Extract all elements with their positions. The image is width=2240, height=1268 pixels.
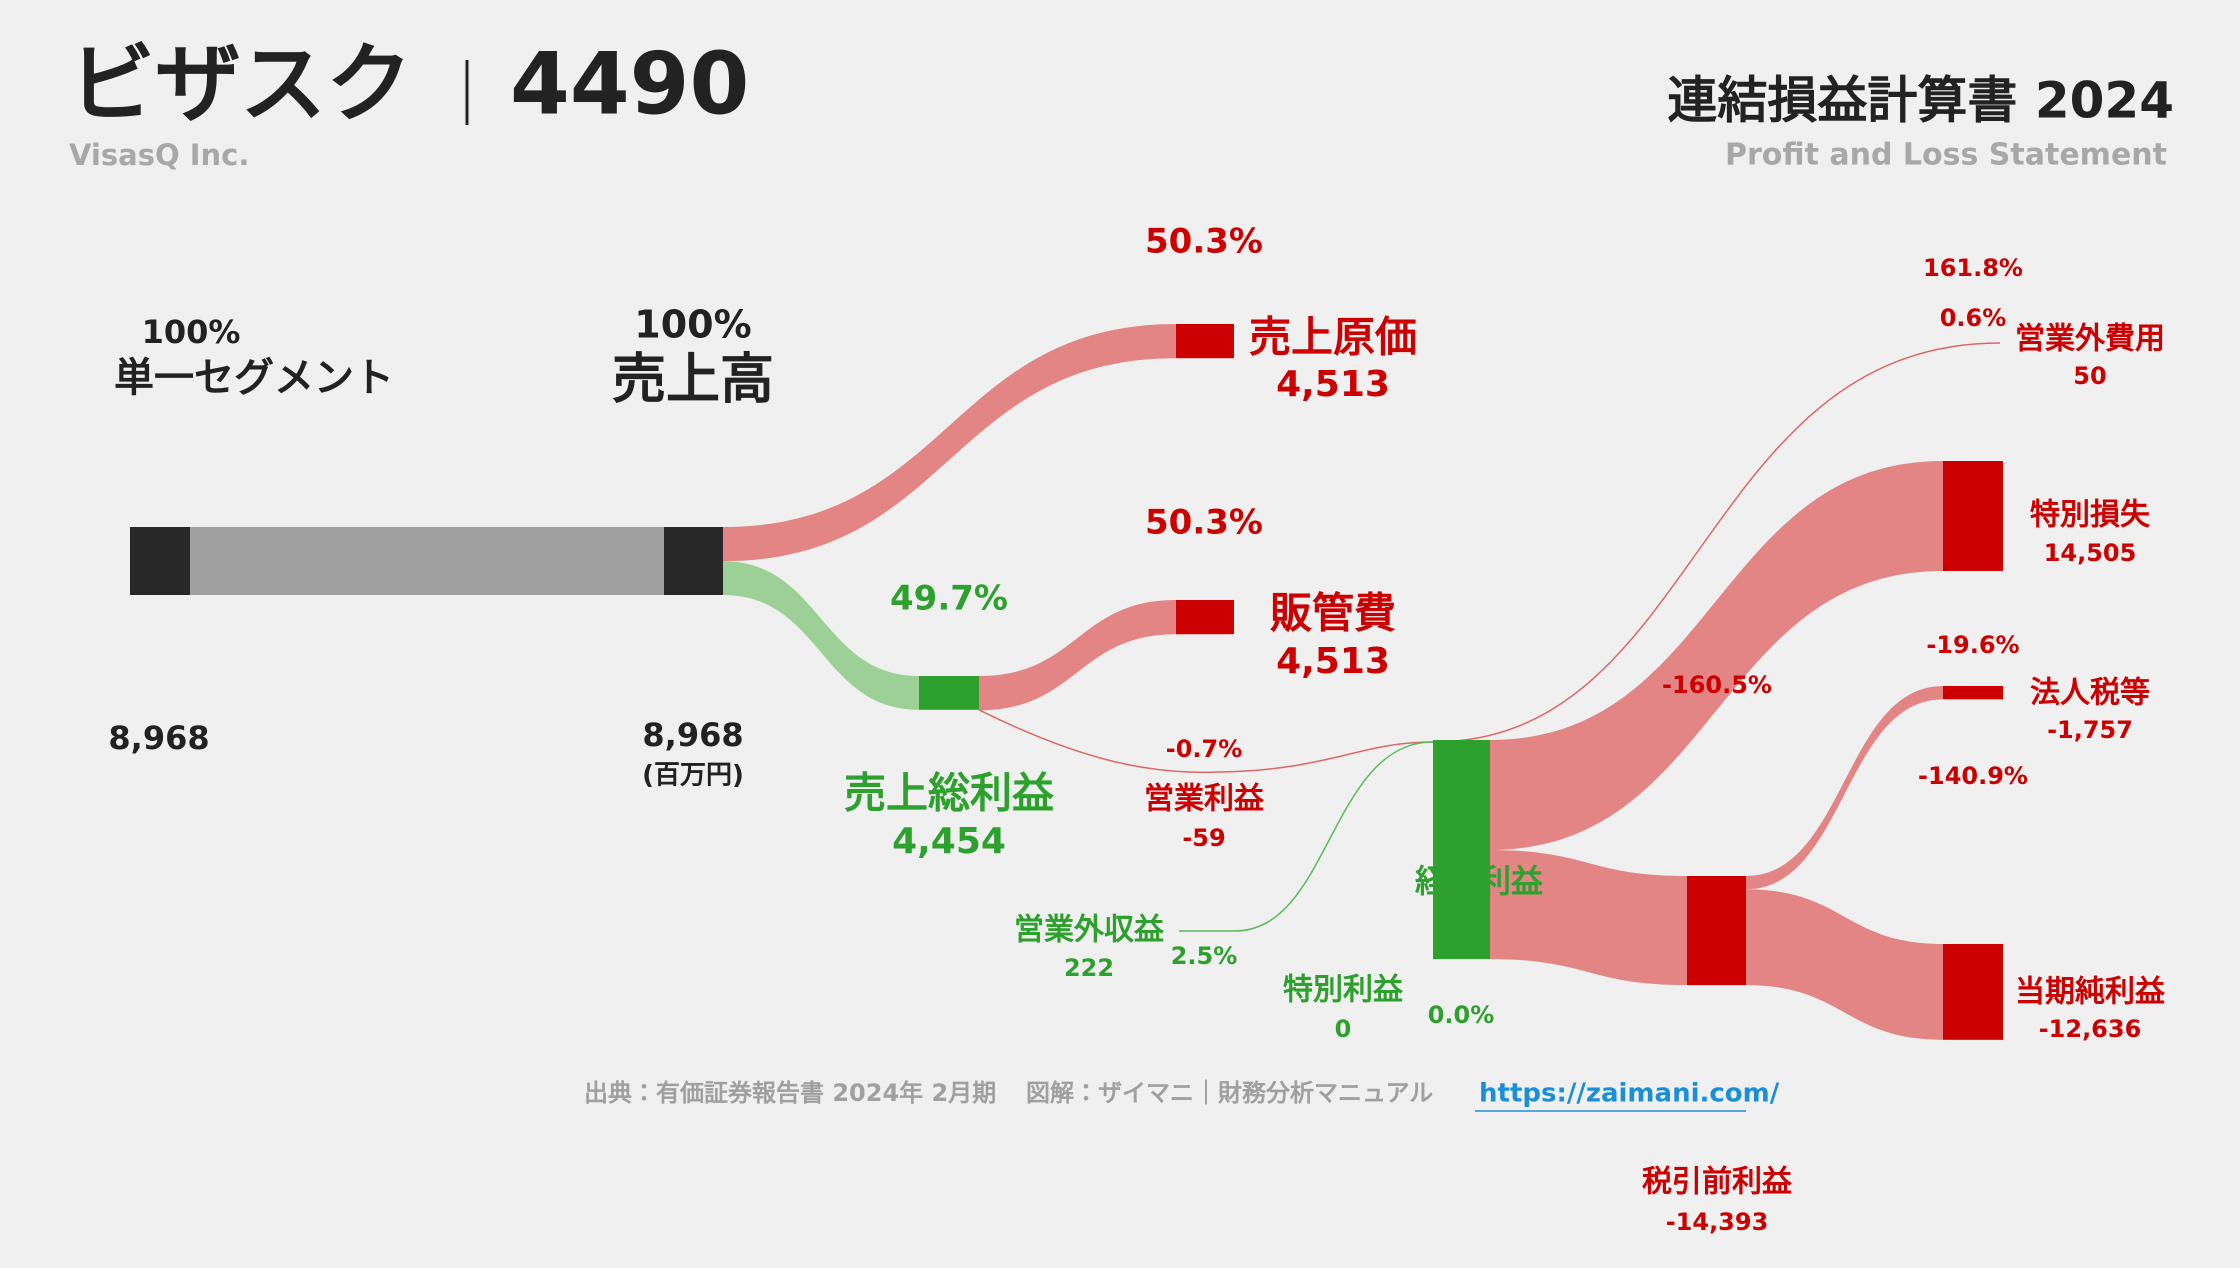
statement-title: 連結損益計算書 2024 — [1667, 72, 2174, 130]
node-value: -12,636 — [2039, 1015, 2142, 1043]
node-value: 222 — [1064, 954, 1114, 982]
node-name: 税引前利益 — [1642, 1165, 1793, 1200]
credit: 図解：ザイマニ｜財務分析マニュアル — [1026, 1079, 1433, 1107]
node-name: 単一セグメント — [114, 355, 394, 401]
source: 出典：有価証券報告書 2024年 2月期 — [584, 1079, 996, 1107]
node — [1687, 876, 1746, 986]
node-share: -140.9% — [1918, 762, 2028, 790]
node-name: 営業利益 — [1144, 782, 1265, 817]
node-share: 0.6% — [1940, 304, 2007, 332]
ordinary-profit-node — [1433, 740, 1490, 960]
node-name: 特別利益 — [1283, 973, 1404, 1008]
node-share: 2.5% — [1171, 942, 1238, 970]
flow — [1746, 686, 1943, 890]
thin-flow — [1432, 342, 2001, 743]
unit: (百万円) — [642, 761, 744, 791]
company-en: VisasQ Inc. — [69, 138, 249, 172]
node-share: -160.5% — [1662, 671, 1772, 699]
sales-node — [664, 527, 723, 595]
node — [1176, 324, 1234, 359]
thin-flow — [978, 709, 1434, 774]
statement-subtitle: Profit and Loss Statement — [1725, 138, 2167, 173]
node-value: 4,513 — [1276, 641, 1390, 682]
node-value: 0 — [1335, 1015, 1352, 1043]
node-share: 100% — [142, 313, 241, 351]
node-share: -0.7% — [1166, 735, 1243, 763]
node-name: 売上原価 — [1249, 313, 1417, 362]
node-share: 50.3% — [1145, 222, 1263, 262]
node-name: 販管費 — [1270, 589, 1396, 638]
node-value: 8,968 — [642, 716, 743, 754]
node-name: 特別損失 — [2030, 498, 2151, 533]
node-name: 営業外収益 — [1014, 913, 1165, 948]
node-value: 4,454 — [892, 821, 1006, 862]
url[interactable]: https://zaimani.com/ — [1479, 1079, 1780, 1109]
node-value: -14,393 — [1666, 1208, 1769, 1236]
node-name: 法人税等 — [2030, 676, 2150, 711]
node-value: 14,505 — [2044, 539, 2137, 567]
node-name: 売上高 — [612, 348, 774, 411]
node-name: 営業外費用 — [2015, 322, 2165, 357]
stock-code: 4490 — [510, 34, 749, 134]
company-name: ビザスク — [69, 34, 412, 134]
node-share: 50.3% — [1145, 503, 1263, 543]
node-value: -59 — [1182, 824, 1225, 852]
node-share: -19.6% — [1926, 631, 2019, 659]
node — [919, 676, 979, 710]
node-value: 50 — [2073, 362, 2106, 390]
flow — [1490, 461, 1943, 850]
node-share: 161.8% — [1923, 254, 2023, 282]
node-value: -1,757 — [2047, 716, 2133, 744]
node-share: 100% — [634, 303, 751, 347]
node — [1943, 686, 2003, 700]
flow — [723, 561, 919, 710]
node-name: 当期純利益 — [2015, 975, 2166, 1010]
node-value: 8,968 — [108, 719, 209, 757]
node-name: 売上総利益 — [844, 769, 1054, 818]
flow — [979, 600, 1176, 711]
node-share: 49.7% — [890, 579, 1008, 619]
node-share: 0.0% — [1428, 1001, 1495, 1029]
segment-node — [130, 527, 190, 595]
thin-flow — [1179, 741, 1434, 932]
flow — [1490, 849, 1687, 986]
node — [1943, 461, 2003, 571]
node-value: 4,513 — [1276, 364, 1390, 405]
flow — [1746, 889, 1943, 1040]
segment-flow — [190, 527, 664, 595]
node — [1176, 600, 1234, 635]
node — [1943, 944, 2003, 1040]
flow — [723, 324, 1176, 562]
